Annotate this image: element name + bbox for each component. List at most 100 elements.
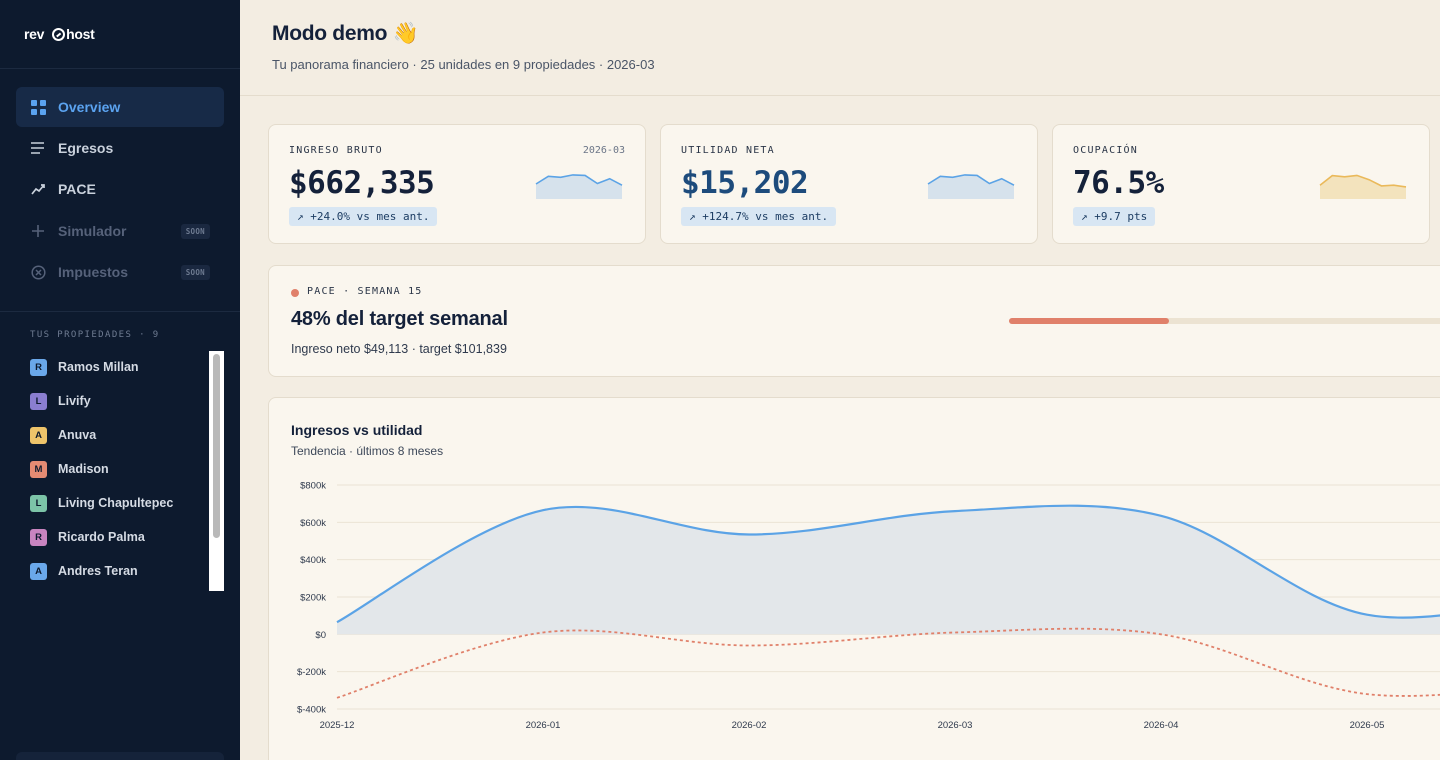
property-item[interactable]: A Anuva	[30, 426, 96, 444]
circle-x-icon	[30, 264, 46, 280]
x-tick-label: 2026-04	[1144, 720, 1179, 731]
brand-text-right: host	[66, 26, 95, 42]
sparkline-area	[536, 174, 622, 199]
page-subtitle: Tu panorama financiero · 25 unidades en …	[272, 57, 655, 72]
nav-label: Egresos	[58, 140, 114, 156]
x-tick-label: 2026-01	[526, 720, 561, 731]
kpi-card-ocupacion: OCUPACIÓN 76.5% ↗ +9.7 pts	[1052, 124, 1430, 244]
nav-label: Overview	[58, 99, 121, 115]
pace-progress-fill	[1009, 318, 1169, 324]
x-tick-label: 2026-02	[732, 720, 767, 731]
profit-line	[336, 627, 1440, 699]
chart-subtitle: Tendencia · últimos 8 meses	[291, 444, 444, 458]
brand-text-left: rev	[24, 26, 45, 42]
power-icon	[52, 27, 66, 41]
soon-badge: SOON	[180, 224, 210, 239]
sparkline-line	[927, 174, 1015, 186]
revenue-line	[336, 504, 1440, 624]
property-item[interactable]: L Livify	[30, 392, 91, 410]
property-item[interactable]: R Ramos Millan	[30, 358, 139, 376]
property-name: Livify	[58, 394, 91, 408]
x-tick-label: 2026-03	[938, 720, 973, 731]
kpi-label: UTILIDAD NETA	[681, 145, 775, 156]
nav-impuestos[interactable]: Impuestos SOON	[16, 252, 224, 292]
sparkline-area	[1320, 175, 1406, 199]
sidebar: rev host Overview Egresos PACE Simulador…	[0, 0, 240, 760]
soon-badge: SOON	[180, 265, 210, 280]
sparkline	[1319, 174, 1407, 199]
property-badge: R	[30, 528, 47, 546]
sparkline-line	[535, 174, 623, 186]
y-tick-label: $-400k	[297, 705, 326, 716]
property-name: Anuva	[58, 428, 97, 442]
property-item[interactable]: M Madison	[30, 460, 109, 478]
property-badge: A	[30, 562, 47, 580]
pace-title: 48% del target semanal	[291, 308, 508, 330]
kpi-label: OCUPACIÓN	[1073, 145, 1138, 156]
sparkline-area	[928, 174, 1014, 199]
x-tick-label: 2026-05	[1350, 720, 1385, 731]
nav-pace[interactable]: PACE	[16, 169, 224, 209]
list-icon	[30, 140, 46, 156]
kpi-label: INGRESO BRUTO	[289, 145, 383, 156]
revenue-profit-chart: $800k $600k $400k $200k $0 $-200k $-400k 2025-1…	[297, 481, 1440, 731]
property-name: Living Chapultepec	[58, 496, 174, 510]
page-header: Modo demo 👋 Tu panorama financiero · 25 …	[240, 0, 1440, 96]
y-tick-label: $600k	[300, 518, 326, 529]
nav-simulador[interactable]: Simulador SOON	[16, 211, 224, 251]
x-tick-label: 2025-12	[320, 720, 355, 731]
pace-subtitle: Ingreso neto $49,113 · target $101,839	[291, 342, 507, 356]
property-name: Ricardo Palma	[58, 530, 145, 544]
trend-icon	[30, 181, 46, 197]
property-name: Madison	[58, 462, 109, 476]
pace-progress-bar	[1009, 318, 1440, 324]
plus-icon	[30, 223, 46, 239]
kpi-card-ingreso: INGRESO BRUTO 2026-03 $662,335 ↗ +24.0% …	[268, 124, 646, 244]
sparkline	[927, 174, 1015, 199]
nav-label: Simulador	[58, 223, 127, 239]
properties-title: TUS PROPIEDADES · 9	[30, 330, 160, 340]
kpi-value: $15,202	[681, 165, 809, 201]
pace-status-dot	[291, 289, 299, 297]
nav-label: Impuestos	[58, 264, 129, 280]
property-badge: L	[30, 494, 47, 512]
property-badge: R	[30, 358, 47, 376]
property-item[interactable]: R Ricardo Palma	[30, 528, 145, 546]
user-menu[interactable]	[16, 752, 224, 760]
pace-label: PACE · SEMANA 15	[307, 286, 423, 297]
grid-icon	[30, 99, 46, 115]
pace-card[interactable]: PACE · SEMANA 15 48% del target semanal …	[268, 265, 1440, 377]
brand-logo[interactable]: rev host	[24, 26, 95, 42]
y-tick-label: $200k	[300, 593, 326, 604]
property-item[interactable]: A Andres Teran	[30, 562, 138, 580]
property-name: Ramos Millan	[58, 360, 139, 374]
y-tick-label: $-200k	[297, 667, 326, 678]
y-tick-label: $400k	[300, 555, 326, 566]
sparkline	[535, 174, 623, 199]
kpi-value: $662,335	[289, 165, 435, 201]
nav-overview[interactable]: Overview	[16, 87, 224, 127]
kpi-delta-badge: ↗ +124.7% vs mes ant.	[681, 207, 837, 226]
properties-scrollbar[interactable]	[209, 351, 224, 591]
kpi-delta-badge: ↗ +24.0% vs mes ant.	[289, 207, 438, 226]
nav-egresos[interactable]: Egresos	[16, 128, 224, 168]
revenue-area	[337, 505, 1440, 635]
kpi-date: 2026-03	[582, 145, 625, 156]
y-tick-label: $0	[315, 630, 326, 641]
kpi-card-utilidad: UTILIDAD NETA $15,202 ↗ +124.7% vs mes a…	[660, 124, 1038, 244]
kpi-value: 76.5%	[1073, 165, 1164, 201]
y-tick-label: $800k	[300, 481, 326, 492]
property-badge: M	[30, 460, 47, 478]
page-title: Modo demo 👋	[272, 22, 419, 45]
sparkline-line	[1319, 174, 1407, 188]
property-badge: L	[30, 392, 47, 410]
property-name: Andres Teran	[58, 564, 138, 578]
property-item[interactable]: L Living Chapultepec	[30, 494, 173, 512]
kpi-delta-badge: ↗ +9.7 pts	[1073, 207, 1156, 226]
divider	[0, 311, 240, 312]
scrollbar-thumb[interactable]	[213, 354, 220, 538]
revenue-chart-card: Ingresos vs utilidad Tendencia · últimos…	[268, 397, 1440, 760]
chart-title: Ingresos vs utilidad	[291, 422, 423, 438]
nav-label: PACE	[58, 181, 96, 197]
property-badge: A	[30, 426, 47, 444]
